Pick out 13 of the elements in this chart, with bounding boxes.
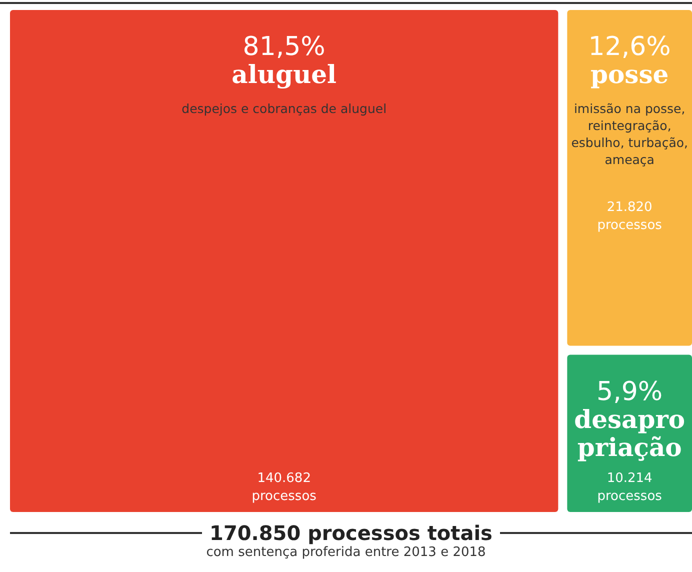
data-label: 21.820 processos [597, 200, 662, 233]
data-label: 140.682 processos [252, 471, 317, 504]
text: 5,9% [596, 376, 663, 407]
text: imissão na posse, reintegração, esbulho, turbação, ameaça [571, 101, 688, 167]
text: despejos e cobranças de aluguel [182, 101, 387, 116]
category-label: posse [590, 60, 669, 89]
text: 12,6% [588, 32, 671, 62]
data-label: 10.214 processos [597, 471, 662, 504]
text: com sentença proferida entre 2013 e 2018 [205, 545, 487, 560]
category-label: aluguel [232, 60, 337, 89]
text: 170.850 processos totais [208, 521, 494, 545]
text: 81,5% [242, 32, 326, 62]
category-label: desapropriação [574, 404, 686, 462]
